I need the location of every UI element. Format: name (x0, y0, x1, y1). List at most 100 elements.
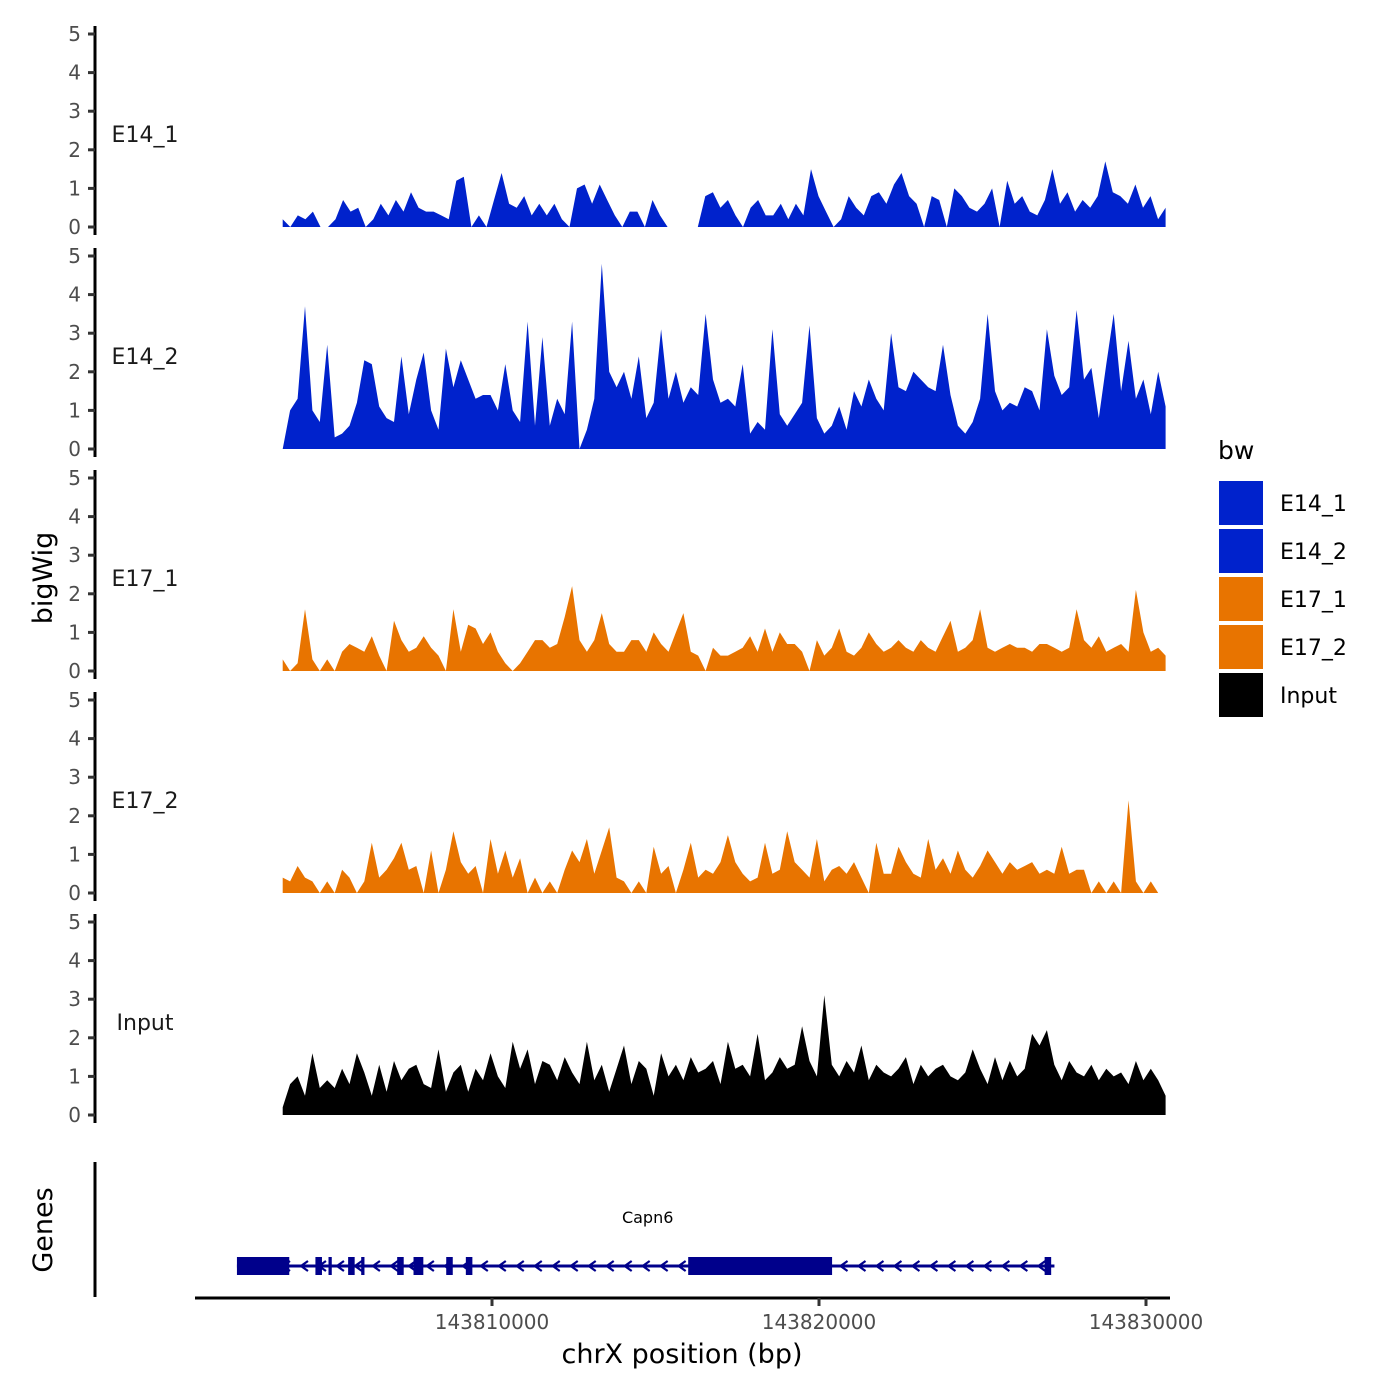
legend-key (1219, 673, 1263, 717)
track-label: E14_1 (112, 123, 179, 148)
track-label: E17_1 (112, 567, 179, 592)
strand-chevron (982, 1260, 993, 1272)
strand-chevron (1036, 1260, 1046, 1272)
gene-exon (465, 1257, 473, 1275)
strand-chevron (299, 1260, 309, 1272)
track-E17_2: 0 1 2 3 4 5 E17_2 (68, 688, 1166, 905)
gene-exon (413, 1257, 424, 1275)
x-tick-label: 143810000 (435, 1310, 550, 1334)
y-tick-label: 1 (68, 842, 81, 866)
gene-exon (446, 1257, 453, 1275)
y-tick-label: 1 (68, 620, 81, 644)
y-tick-label: 0 (68, 437, 81, 461)
coverage-area-Input (282, 995, 1166, 1115)
x-tick-label: 143820000 (762, 1310, 877, 1334)
track-E14_1: 0 1 2 3 4 5 E14_1 (68, 22, 1166, 239)
track-label: Input (117, 1011, 174, 1036)
legend-label: E14_1 (1280, 492, 1347, 517)
legend-label: E14_2 (1280, 540, 1347, 565)
strand-chevron (676, 1260, 687, 1272)
y-tick-label: 0 (68, 881, 81, 905)
y-tick-label: 4 (68, 283, 81, 307)
legend-label: E17_1 (1280, 588, 1347, 613)
y-tick-label: 5 (68, 688, 81, 712)
gene-exon (397, 1257, 404, 1275)
strand-chevron (964, 1260, 975, 1272)
gene-exon (236, 1257, 290, 1275)
strand-chevron (496, 1260, 507, 1272)
y-tick-label: 1 (68, 398, 81, 422)
gene-exon (1044, 1257, 1052, 1275)
gene-exon (348, 1257, 355, 1275)
y-tick-label: 5 (68, 244, 81, 268)
strand-chevron (550, 1260, 561, 1272)
legend-key (1219, 577, 1263, 621)
legend: bw E14_1 E14_2 E17_1 E17_2 Input (1218, 436, 1347, 717)
y-tick-label: 3 (68, 987, 81, 1011)
y-tick-label: 0 (68, 215, 81, 239)
legend-label: Input (1280, 684, 1337, 709)
strand-chevron (1018, 1260, 1029, 1272)
gene-exon (361, 1257, 365, 1275)
gene-exon (688, 1257, 833, 1275)
y-tick-label: 0 (68, 1103, 81, 1127)
y-tick-label: 4 (68, 727, 81, 751)
y-tick-label: 2 (68, 138, 81, 162)
coverage-area-E17_1 (282, 586, 1166, 671)
strand-chevron (1000, 1260, 1011, 1272)
y-tick-label: 4 (68, 949, 81, 973)
gene-name-label: Capn6 (622, 1208, 673, 1227)
track-label: E14_2 (112, 345, 179, 370)
gene-track: Capn6 (93, 1162, 1055, 1297)
strand-chevron (892, 1260, 903, 1272)
track-label: E17_2 (112, 789, 179, 814)
strand-chevron (658, 1260, 669, 1272)
strand-chevron (928, 1260, 939, 1272)
strand-chevron (946, 1260, 957, 1272)
y-tick-label: 2 (68, 804, 81, 828)
y-tick-label: 2 (68, 360, 81, 384)
y-tick-label: 1 (68, 1064, 81, 1088)
strand-chevron (568, 1260, 579, 1272)
strand-chevron (514, 1260, 525, 1272)
strand-chevron (838, 1260, 849, 1272)
gene-panel-title: Genes (28, 1187, 59, 1272)
strand-chevron (874, 1260, 885, 1272)
strand-chevron (856, 1260, 867, 1272)
strand-chevron (424, 1260, 435, 1272)
gene-exon (328, 1257, 332, 1275)
legend-title: bw (1218, 436, 1254, 465)
gene-exon (315, 1257, 322, 1275)
x-axis: 143810000 143820000 143830000 (195, 1296, 1204, 1334)
legend-key (1219, 625, 1263, 669)
y-tick-label: 2 (68, 1026, 81, 1050)
y-tick-label: 1 (68, 176, 81, 200)
legend-key (1219, 529, 1263, 573)
y-tick-label: 5 (68, 466, 81, 490)
y-tick-label: 4 (68, 61, 81, 85)
strand-chevron (586, 1260, 597, 1272)
y-axis-title: bigWig (28, 532, 59, 625)
legend-label: E17_2 (1280, 636, 1347, 661)
track-E14_2: 0 1 2 3 4 5 E14_2 (68, 244, 1166, 461)
track-E17_1: 0 1 2 3 4 5 E17_1 (68, 466, 1166, 683)
y-tick-label: 2 (68, 582, 81, 606)
strand-chevron (389, 1260, 399, 1272)
strand-chevron (604, 1260, 615, 1272)
strand-chevron (640, 1260, 651, 1272)
x-axis-title: chrX position (bp) (561, 1339, 802, 1370)
y-tick-label: 3 (68, 99, 81, 123)
y-tick-label: 5 (68, 910, 81, 934)
strand-chevron (335, 1260, 345, 1272)
x-tick-label: 143830000 (1089, 1310, 1204, 1334)
y-tick-label: 3 (68, 321, 81, 345)
strand-chevron (622, 1260, 633, 1272)
track-Input: 0 1 2 3 4 5 Input (68, 910, 1166, 1127)
y-tick-label: 5 (68, 22, 81, 46)
y-tick-label: 4 (68, 505, 81, 529)
coverage-area-E14_1 (282, 161, 1166, 227)
y-tick-label: 3 (68, 765, 81, 789)
strand-chevron (532, 1260, 543, 1272)
coverage-area-E17_2 (282, 800, 1166, 893)
